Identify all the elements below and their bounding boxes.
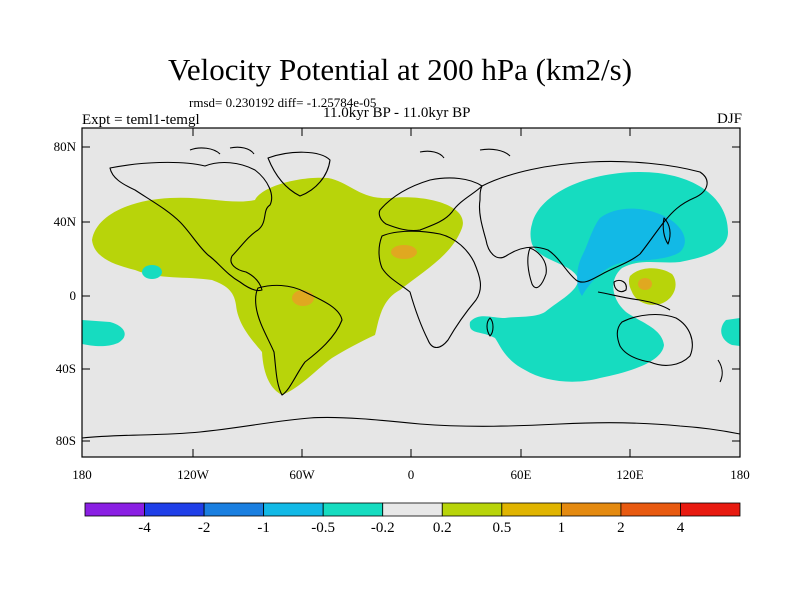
coast-australia: [616, 313, 693, 366]
x-label-60e: 60E: [510, 467, 532, 482]
colorbar-box: [620, 502, 681, 517]
x-label-120w: 120W: [177, 467, 209, 482]
colorbar-label: 0.5: [492, 520, 512, 536]
coastlines: [81, 146, 741, 439]
colorbar-box: [680, 502, 741, 517]
colorbar-box: [560, 502, 622, 517]
colorbar: [84, 502, 741, 517]
coast-antarctica: [81, 416, 741, 439]
colorbar-box: [322, 502, 384, 517]
positive-core-amazon: [292, 290, 314, 306]
colorbar-label: -1: [257, 520, 270, 536]
coast-africa: [378, 230, 482, 349]
coast-madagascar: [486, 317, 494, 337]
y-label-0: 0: [69, 288, 77, 303]
positive-region-atlantic: [92, 177, 463, 395]
coast-indonesia: [597, 291, 671, 311]
coast-borneo: [613, 279, 627, 293]
negative-patch-north-pacific: [142, 265, 162, 279]
y-label-40n: 40N: [53, 214, 76, 229]
colorbar-box: [84, 502, 145, 517]
stats-text: rmsd= 0.230192 diff= -1.25784e-05: [189, 95, 377, 110]
colorbar-box: [382, 502, 443, 517]
coast-greenland: [267, 151, 331, 197]
x-label-120e: 120E: [616, 467, 644, 482]
period-label: 11.0kyr BP - 11.0kyr BP: [323, 105, 471, 121]
coast-north-america: [109, 161, 273, 292]
colorbar-box: [203, 502, 265, 517]
positive-core-africa: [391, 245, 417, 259]
coast-new-zealand: [717, 359, 723, 383]
colorbar-box: [263, 502, 324, 517]
y-label-40s: 40S: [55, 361, 76, 376]
colorbar-box: [144, 502, 205, 517]
colorbar-label: 0.2: [432, 520, 452, 536]
colorbar-label: 2: [617, 520, 625, 536]
positive-core-pacific: [638, 278, 652, 290]
x-label-0: 0: [407, 467, 415, 482]
coast-japan: [662, 217, 671, 245]
colorbar-label: -2: [197, 520, 211, 536]
x-label-180-east: 180: [730, 467, 750, 482]
map-title: Velocity Potential at 200 hPa (km2/s): [167, 52, 633, 87]
colorbar-box: [441, 502, 503, 517]
positive-region-pacific: [628, 268, 676, 305]
map-panel: [81, 127, 741, 458]
colorbar-label: -0.2: [370, 520, 395, 536]
experiment-label: Expt = teml1-temgl: [82, 112, 200, 128]
negative-patch-south-pacific-east: [721, 318, 740, 346]
colorbar-label: -4: [138, 520, 151, 536]
axis-ticks: [82, 128, 740, 457]
x-label-180-west: 180: [72, 467, 92, 482]
y-label-80s: 80S: [55, 433, 76, 448]
coast-europe: [378, 177, 483, 232]
colorbar-label: -0.5: [311, 520, 336, 536]
colorbar-label: 1: [557, 520, 566, 536]
y-label-80n: 80N: [53, 139, 76, 154]
season-label: DJF: [716, 111, 742, 127]
coast-india: [527, 247, 547, 289]
colorbar-label: 4: [676, 520, 685, 536]
negative-patch-south-pacific-west: [82, 320, 125, 347]
coast-south-america: [255, 284, 343, 396]
coast-asia: [478, 160, 708, 283]
coast-arctic-islands: [189, 146, 511, 159]
colorbar-box: [501, 502, 562, 517]
x-label-60w: 60W: [289, 467, 315, 482]
